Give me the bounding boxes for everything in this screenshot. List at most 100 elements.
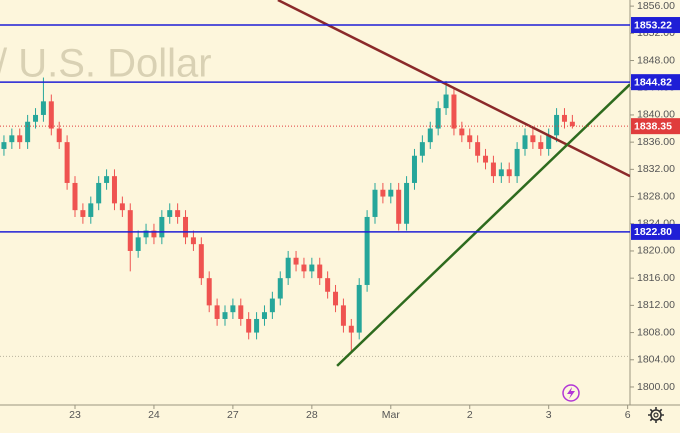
candle-body	[411, 155, 417, 183]
watermark: / U.S. Dollar	[0, 42, 212, 86]
candle-body	[167, 210, 173, 217]
level-label: 1853.22	[634, 19, 672, 31]
candle-body	[325, 278, 331, 292]
candle-body	[506, 169, 512, 177]
y-tick-label: 1856.00	[637, 0, 675, 12]
candle-body	[490, 162, 496, 177]
candle-body	[64, 142, 70, 183]
candle-body	[309, 264, 315, 272]
y-tick-label: 1820.00	[637, 245, 675, 257]
candle-body	[261, 312, 267, 319]
candle-body	[56, 128, 62, 143]
candle-body	[72, 182, 78, 211]
candle-body	[9, 135, 15, 143]
candle-body	[459, 128, 465, 136]
candle-body	[569, 121, 575, 127]
settings-button[interactable]	[648, 407, 664, 423]
candle-body	[380, 189, 386, 197]
y-tick-label: 1828.00	[637, 190, 675, 202]
candle-body	[451, 94, 457, 129]
y-tick-label: 1804.00	[637, 354, 675, 366]
x-tick-label: 23	[69, 409, 81, 421]
last-price-label: 1838.35	[634, 120, 672, 132]
candle-body	[238, 305, 244, 319]
candle-body	[443, 94, 449, 109]
candle-body	[561, 114, 567, 122]
candle-body	[514, 148, 520, 177]
trendline	[336, 83, 630, 367]
y-tick-label: 1832.00	[637, 163, 675, 175]
candle-body	[111, 176, 117, 204]
candle-body	[151, 230, 157, 238]
candle-body	[483, 155, 489, 163]
x-tick-label: 2	[467, 409, 473, 421]
candle-body	[246, 318, 252, 333]
candle-body	[404, 182, 410, 224]
candle-body	[530, 135, 536, 143]
candle-body	[293, 257, 299, 265]
level-label-box	[631, 223, 680, 240]
level-label-box	[631, 74, 680, 91]
candle-body	[522, 135, 528, 149]
candle-body	[277, 278, 283, 299]
x-tick-label: 24	[148, 409, 160, 421]
candle-body	[317, 264, 323, 279]
y-tick-label: 1812.00	[637, 299, 675, 311]
candle-body	[427, 128, 433, 143]
x-tick-label: Mar	[382, 409, 401, 421]
candle-body	[396, 189, 402, 224]
candle-body	[435, 108, 441, 129]
plot-area	[0, 0, 630, 367]
candle-body	[135, 237, 141, 251]
candle-body	[254, 318, 260, 333]
candle-body	[206, 278, 212, 306]
x-tick-label: 6	[625, 409, 631, 421]
candle-body	[475, 142, 481, 156]
candle-body	[372, 189, 378, 217]
y-tick-label: 1840.00	[637, 109, 675, 121]
level-label-box	[631, 17, 680, 34]
candle-body	[80, 210, 86, 217]
candle-body	[388, 189, 394, 197]
candle-body	[269, 298, 275, 313]
candle-body	[498, 169, 504, 177]
y-tick-label: 1836.00	[637, 136, 675, 148]
candle-body	[538, 142, 544, 149]
candle-body	[198, 244, 204, 279]
last-price-box	[631, 118, 680, 135]
trendline	[277, 0, 630, 178]
replay-button[interactable]	[562, 384, 580, 402]
candle-body	[88, 203, 94, 217]
candle-body	[17, 135, 23, 143]
price-axis-background	[630, 0, 680, 428]
candle-body	[214, 305, 220, 319]
x-tick-label: 3	[546, 409, 552, 421]
candle-body	[348, 325, 354, 333]
candle-body	[230, 305, 236, 313]
candle-body	[419, 142, 425, 156]
candle-body	[33, 114, 39, 122]
candle-body	[333, 291, 339, 306]
candle-body	[40, 101, 46, 115]
candle-body	[546, 135, 552, 149]
candle-body	[467, 135, 473, 143]
candle-body	[301, 264, 307, 272]
candle-body	[190, 237, 196, 245]
candle-body	[143, 230, 149, 238]
candle-body	[48, 101, 54, 129]
x-tick-label: 27	[227, 409, 239, 421]
level-label: 1822.80	[634, 226, 672, 238]
candle-body	[222, 312, 228, 319]
candle-body	[175, 210, 181, 217]
candle-body	[340, 305, 346, 326]
y-tick-label: 1816.00	[637, 272, 675, 284]
y-tick-label: 1848.00	[637, 54, 675, 66]
y-tick-label: 1808.00	[637, 326, 675, 338]
candle-body	[183, 216, 189, 238]
candle-body	[127, 210, 133, 251]
candle-body	[104, 176, 110, 183]
candle-body	[1, 142, 7, 149]
x-tick-label: 28	[306, 409, 318, 421]
